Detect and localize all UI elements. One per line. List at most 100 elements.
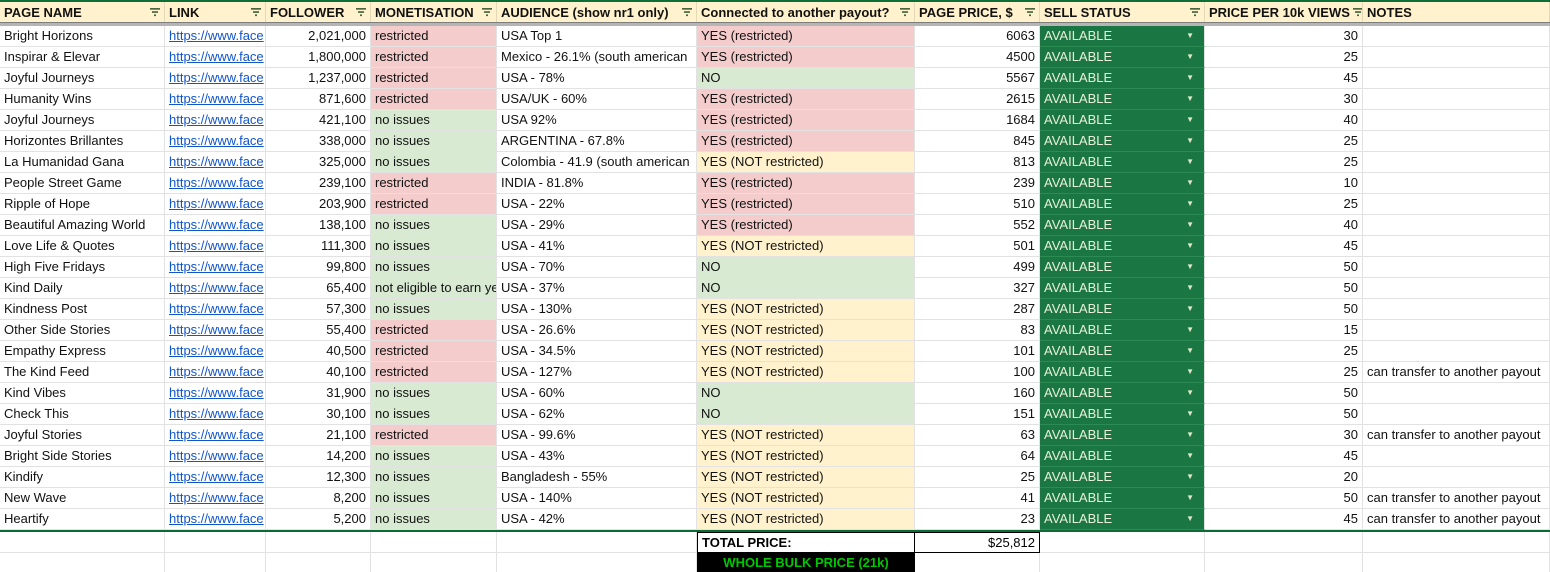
link-cell[interactable]: https://www.face [165, 194, 266, 215]
page-name-cell[interactable]: Bright Horizons [0, 26, 165, 47]
price-per-10k-cell[interactable]: 50 [1205, 404, 1363, 425]
page-price-cell[interactable]: 23 [915, 509, 1040, 530]
audience-cell[interactable]: USA - 127% [497, 362, 697, 383]
price-per-10k-cell[interactable]: 30 [1205, 425, 1363, 446]
page-name-cell[interactable]: Heartify [0, 509, 165, 530]
follower-cell[interactable]: 40,500 [266, 341, 371, 362]
notes-cell[interactable] [1363, 89, 1550, 110]
connected-cell[interactable]: YES (NOT restricted) [697, 341, 915, 362]
page-price-cell[interactable]: 813 [915, 152, 1040, 173]
link-cell[interactable]: https://www.face [165, 215, 266, 236]
filter-icon[interactable] [481, 7, 493, 17]
sell-status-dropdown[interactable]: AVAILABLE ▼ [1040, 320, 1205, 341]
page-price-cell[interactable]: 327 [915, 278, 1040, 299]
empty-cell[interactable] [0, 532, 165, 553]
page-name-cell[interactable]: Kindness Post [0, 299, 165, 320]
page-price-cell[interactable]: 6063 [915, 26, 1040, 47]
price-per-10k-cell[interactable]: 30 [1205, 26, 1363, 47]
follower-cell[interactable]: 31,900 [266, 383, 371, 404]
empty-cell[interactable] [1040, 532, 1205, 553]
follower-cell[interactable]: 65,400 [266, 278, 371, 299]
chevron-down-icon[interactable]: ▼ [1186, 178, 1194, 187]
filter-icon[interactable] [355, 7, 367, 17]
notes-cell[interactable] [1363, 68, 1550, 89]
page-price-cell[interactable]: 64 [915, 446, 1040, 467]
link-cell[interactable]: https://www.face [165, 404, 266, 425]
link-cell[interactable]: https://www.face [165, 236, 266, 257]
follower-cell[interactable]: 21,100 [266, 425, 371, 446]
connected-cell[interactable]: NO [697, 68, 915, 89]
sell-status-dropdown[interactable]: AVAILABLE ▼ [1040, 68, 1205, 89]
page-price-cell[interactable]: 501 [915, 236, 1040, 257]
chevron-down-icon[interactable]: ▼ [1186, 367, 1194, 376]
sell-status-dropdown[interactable]: AVAILABLE ▼ [1040, 110, 1205, 131]
monetisation-cell[interactable]: restricted [371, 68, 497, 89]
price-per-10k-cell[interactable]: 25 [1205, 194, 1363, 215]
page-link[interactable]: https://www.face [169, 448, 264, 463]
connected-cell[interactable]: YES (NOT restricted) [697, 320, 915, 341]
page-price-cell[interactable]: 239 [915, 173, 1040, 194]
page-name-cell[interactable]: Check This [0, 404, 165, 425]
price-per-10k-cell[interactable]: 25 [1205, 47, 1363, 68]
follower-cell[interactable]: 12,300 [266, 467, 371, 488]
sell-status-dropdown[interactable]: AVAILABLE ▼ [1040, 215, 1205, 236]
page-name-cell[interactable]: Kind Daily [0, 278, 165, 299]
chevron-down-icon[interactable]: ▼ [1186, 325, 1194, 334]
page-name-cell[interactable]: Joyful Journeys [0, 68, 165, 89]
monetisation-cell[interactable]: no issues [371, 446, 497, 467]
monetisation-cell[interactable]: no issues [371, 215, 497, 236]
price-per-10k-cell[interactable]: 45 [1205, 509, 1363, 530]
connected-cell[interactable]: YES (restricted) [697, 215, 915, 236]
follower-cell[interactable]: 99,800 [266, 257, 371, 278]
follower-cell[interactable]: 30,100 [266, 404, 371, 425]
page-name-cell[interactable]: Humanity Wins [0, 89, 165, 110]
chevron-down-icon[interactable]: ▼ [1186, 94, 1194, 103]
monetisation-cell[interactable]: restricted [371, 341, 497, 362]
chevron-down-icon[interactable]: ▼ [1186, 115, 1194, 124]
link-cell[interactable]: https://www.face [165, 446, 266, 467]
follower-cell[interactable]: 203,900 [266, 194, 371, 215]
chevron-down-icon[interactable]: ▼ [1186, 430, 1194, 439]
audience-cell[interactable]: INDIA - 81.8% [497, 173, 697, 194]
monetisation-cell[interactable]: restricted [371, 194, 497, 215]
page-link[interactable]: https://www.face [169, 490, 264, 505]
link-cell[interactable]: https://www.face [165, 299, 266, 320]
link-cell[interactable]: https://www.face [165, 341, 266, 362]
column-header-audience[interactable]: AUDIENCE (show nr1 only) [497, 2, 697, 22]
audience-cell[interactable]: USA - 41% [497, 236, 697, 257]
audience-cell[interactable]: USA - 99.6% [497, 425, 697, 446]
monetisation-cell[interactable]: no issues [371, 152, 497, 173]
page-name-cell[interactable]: New Wave [0, 488, 165, 509]
chevron-down-icon[interactable]: ▼ [1186, 262, 1194, 271]
price-per-10k-cell[interactable]: 45 [1205, 68, 1363, 89]
price-per-10k-cell[interactable]: 50 [1205, 278, 1363, 299]
follower-cell[interactable]: 325,000 [266, 152, 371, 173]
page-link[interactable]: https://www.face [169, 343, 264, 358]
follower-cell[interactable]: 138,100 [266, 215, 371, 236]
monetisation-cell[interactable]: no issues [371, 383, 497, 404]
sell-status-dropdown[interactable]: AVAILABLE ▼ [1040, 341, 1205, 362]
page-price-cell[interactable]: 4500 [915, 47, 1040, 68]
link-cell[interactable]: https://www.face [165, 26, 266, 47]
price-per-10k-cell[interactable]: 25 [1205, 131, 1363, 152]
follower-cell[interactable]: 5,200 [266, 509, 371, 530]
page-link[interactable]: https://www.face [169, 280, 264, 295]
page-link[interactable]: https://www.face [169, 49, 264, 64]
sell-status-dropdown[interactable]: AVAILABLE ▼ [1040, 194, 1205, 215]
monetisation-cell[interactable]: no issues [371, 110, 497, 131]
audience-cell[interactable]: USA - 34.5% [497, 341, 697, 362]
follower-cell[interactable]: 871,600 [266, 89, 371, 110]
sell-status-dropdown[interactable]: AVAILABLE ▼ [1040, 89, 1205, 110]
empty-cell[interactable] [371, 553, 497, 572]
notes-cell[interactable] [1363, 278, 1550, 299]
notes-cell[interactable] [1363, 215, 1550, 236]
connected-cell[interactable]: NO [697, 257, 915, 278]
sell-status-dropdown[interactable]: AVAILABLE ▼ [1040, 236, 1205, 257]
notes-cell[interactable] [1363, 236, 1550, 257]
price-per-10k-cell[interactable]: 40 [1205, 215, 1363, 236]
follower-cell[interactable]: 1,237,000 [266, 68, 371, 89]
page-name-cell[interactable]: Joyful Journeys [0, 110, 165, 131]
page-name-cell[interactable]: Horizontes Brillantes [0, 131, 165, 152]
total-price-label[interactable]: TOTAL PRICE: [697, 532, 915, 553]
empty-cell[interactable] [497, 532, 697, 553]
